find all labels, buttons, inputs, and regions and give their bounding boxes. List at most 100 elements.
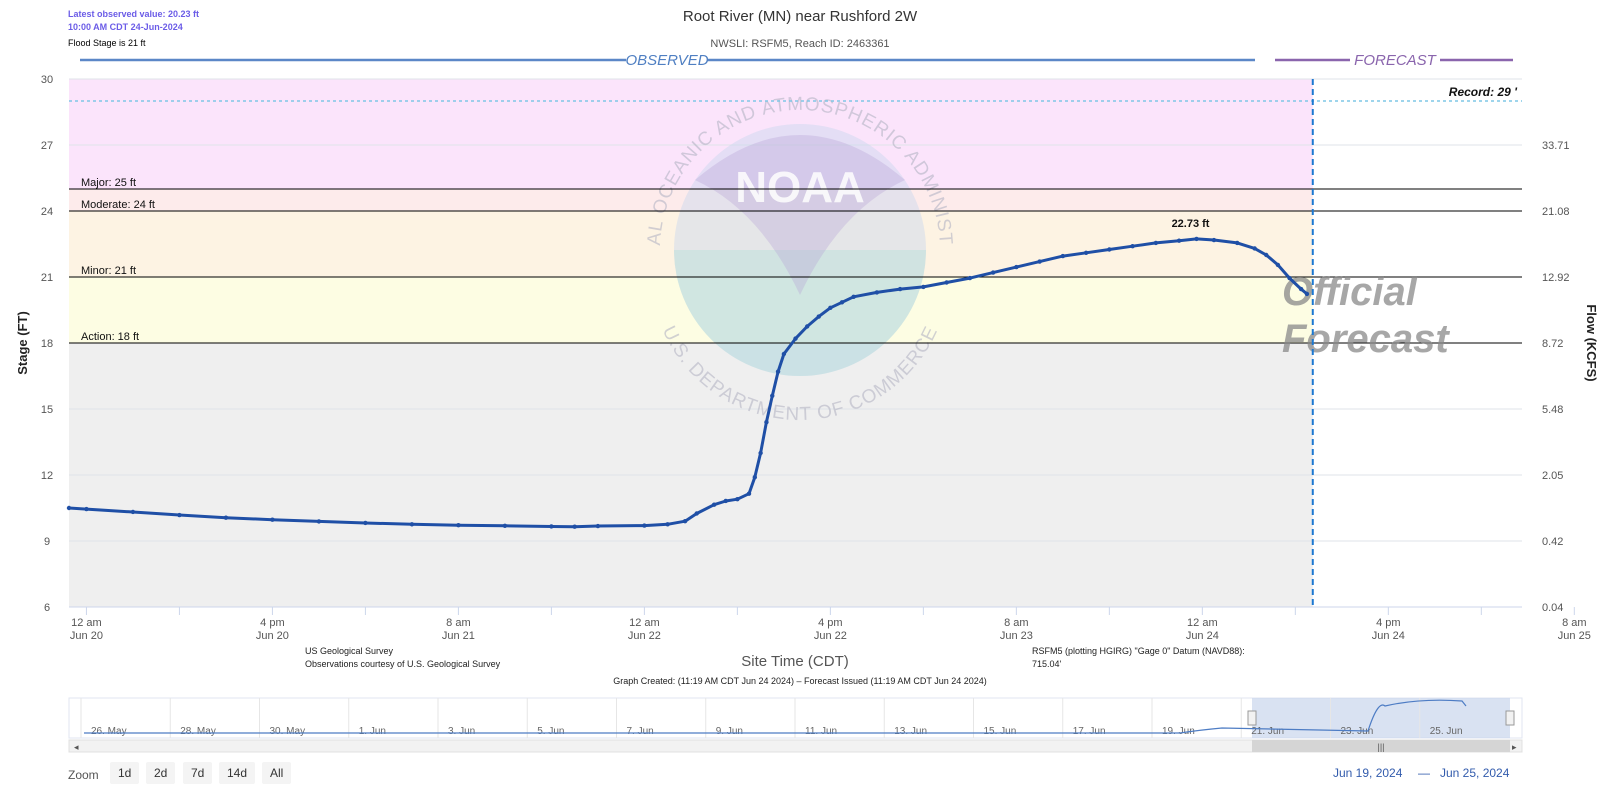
band-moderate [69,189,1522,211]
observed-point [851,294,856,299]
x-tick-time: 8 am [446,617,470,629]
observed-point [1083,250,1089,255]
navigator-scrollbar-thumb [1252,740,1510,752]
range-from[interactable]: Jun 19, 2024 [1333,766,1403,780]
observed-point [1060,253,1066,259]
x-axis-label: Site Time (CDT) [741,653,849,670]
observed-point [456,522,461,528]
x-tick-time: 12 am [71,617,102,629]
y-tick-label: 6 [44,602,50,614]
noaa-logo-lower [674,250,926,376]
observed-point [967,275,973,281]
observed-point [764,420,769,425]
navigator-label: 26. May [91,726,127,737]
observed-point [944,280,949,285]
y2-tick-label: 0.42 [1542,536,1563,548]
scrollbar-left-arrow: ◂ [74,742,79,752]
zoom-7d-button[interactable]: 7d [183,762,213,784]
observed-point [839,300,845,305]
observed-point [723,498,728,504]
range-separator: — [1418,766,1430,780]
observed-point [1211,237,1217,243]
observed-point [1194,236,1199,242]
observed-point [316,519,322,524]
y-tick-label: 9 [44,536,50,548]
observed-point [816,314,821,319]
y2-tick-label: 8.72 [1542,338,1563,350]
observed-point [711,502,717,507]
observed-point [735,497,740,502]
band-major [69,79,1522,189]
navigator-label: 17. Jun [1073,726,1106,737]
observed-point [1130,244,1135,249]
y2-tick-label: 0.04 [1542,602,1563,614]
observed-point [775,369,781,374]
range-to[interactable]: Jun 25, 2024 [1440,766,1510,780]
navigator-series [84,699,1467,734]
record-label: Record: 29 ' [1449,85,1518,99]
chart-subtitle: NWSLI: RSFM5, Reach ID: 2463361 [710,38,890,50]
observed-point [502,523,508,529]
navigator-handle-right [1505,710,1515,726]
observed-point [549,524,554,529]
graph-created-note: Graph Created: (11:19 AM CDT Jun 24 2024… [613,676,987,686]
observed-point [990,270,996,275]
zoom-14d-button[interactable]: 14d [219,762,256,784]
observed-point [595,523,601,529]
y2-axis-label: Flow (KCFS) [1584,304,1599,381]
x-tick-time: 4 pm [1376,617,1400,629]
observed-point [1304,291,1310,297]
navigator-label: 23. Jun [1341,726,1374,737]
label-action: Action: 18 ft [81,331,139,343]
observed-point [1153,240,1159,246]
observed-point [642,523,647,528]
observed-point [1037,259,1042,264]
y-tick-label: 30 [41,74,53,86]
y-tick-label: 18 [41,338,53,350]
usgs-credit-line2: Observations courtesy of U.S. Geological… [305,659,501,669]
navigator-label: 1. Jun [359,726,386,737]
y-tick-label: 21 [41,272,53,284]
navigator-label: 7. Jun [627,726,654,737]
observed-point [130,509,136,515]
navigator-label: 25. Jun [1430,726,1463,737]
forecast-label: FORECAST [1354,52,1438,69]
usgs-credit: US Geological Survey Observations courte… [305,645,500,671]
observed-point [1298,286,1304,292]
x-tick-date: Jun 20 [256,630,289,642]
datum-note-line2: 715.04' [1032,659,1062,669]
zoom-all-button[interactable]: All [262,762,292,784]
x-tick-date: Jun 20 [70,630,103,642]
navigator-scrollbar-track [68,739,1523,753]
scrollbar-right-arrow: ▸ [1512,742,1517,752]
chart-title: Root River (MN) near Rushford 2W [682,8,918,25]
navigator-label: 11. Jun [805,726,837,737]
observed-point [758,450,763,456]
navigator-label: 21. Jun [1251,726,1284,737]
y-tick-label: 15 [41,404,53,416]
observed-point [874,290,880,295]
latest-observed: Latest observed value: 20.23 ft 10:00 AM… [68,8,199,34]
navigator-selection [1252,698,1510,738]
label-minor: Minor: 21 ft [81,265,136,277]
observed-point [1287,275,1292,281]
observed-point [921,284,926,290]
navigator-label: 30. May [270,726,306,737]
x-tick-date: Jun 23 [1000,630,1033,642]
x-tick-time: 8 am [1562,617,1586,629]
observed-point [897,286,903,292]
observed-point [66,505,72,511]
zoom-1d-button[interactable]: 1d [110,762,140,784]
navigator-handle-left [1247,710,1257,726]
x-tick-date: Jun 24 [1186,630,1219,642]
zoom-2d-button[interactable]: 2d [146,762,176,784]
navigator-label: 28. May [180,726,216,737]
flood-stage-note: Flood Stage is 21 ft [68,38,146,48]
observed-point [270,517,275,522]
y-axis-label: Stage (FT) [15,311,30,375]
navigator-label: 15. Jun [984,726,1017,737]
latest-time: 10:00 AM CDT 24-Jun-2024 [68,22,183,32]
navigator-label: 3. Jun [448,726,475,737]
observed-point [781,351,787,357]
